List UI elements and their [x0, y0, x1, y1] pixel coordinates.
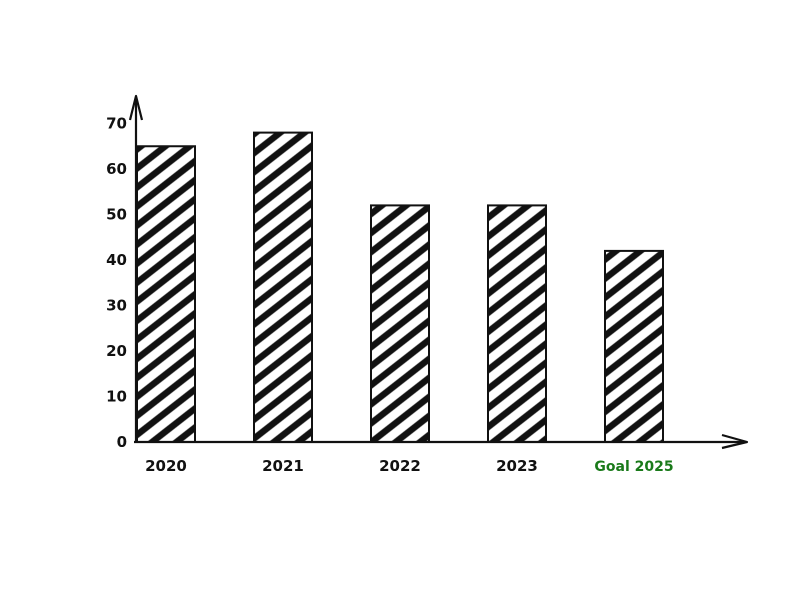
bar-goal-2025 — [604, 249, 664, 443]
y-tick-label-40: 40 — [106, 251, 127, 269]
y-tick-label-70: 70 — [106, 115, 127, 133]
x-tick-labels: 2020 2021 2022 2023 Goal 2025 — [145, 457, 673, 475]
bar-2020 — [136, 145, 196, 443]
bars-layer — [136, 131, 664, 443]
y-tick-label-60: 60 — [106, 160, 127, 178]
x-tick-label-goal-2025: Goal 2025 — [594, 459, 673, 475]
x-axis-arrow — [721, 433, 749, 450]
x-tick-label-2020: 2020 — [145, 457, 187, 475]
y-tick-label-30: 30 — [106, 297, 127, 315]
axes-layer — [128, 94, 749, 450]
x-tick-label-2022: 2022 — [379, 457, 421, 475]
y-axis-arrow — [128, 94, 144, 121]
y-tick-label-20: 20 — [106, 342, 127, 360]
bar-2022 — [370, 204, 430, 443]
bar-2023 — [487, 204, 547, 443]
x-tick-label-2023: 2023 — [496, 457, 538, 475]
y-tick-labels: 0 10 20 30 40 50 60 70 — [106, 115, 127, 452]
y-tick-label-10: 10 — [106, 388, 127, 406]
x-tick-label-2021: 2021 — [262, 457, 304, 475]
y-tick-label-50: 50 — [106, 206, 127, 224]
y-tick-label-0: 0 — [117, 433, 127, 451]
bar-2021 — [253, 131, 313, 443]
